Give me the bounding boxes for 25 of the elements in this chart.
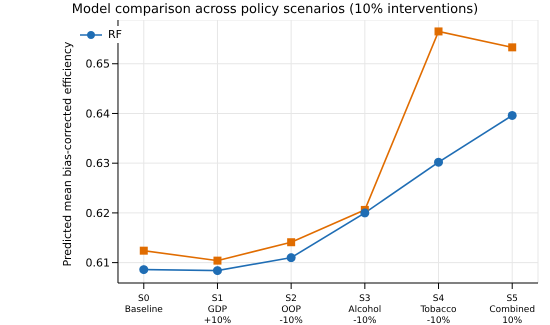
- point: [213, 256, 222, 265]
- point: [508, 43, 516, 52]
- y-tick-label: 0.62: [85, 206, 110, 220]
- x-tick-label: S1 GDP +10%: [204, 294, 232, 325]
- x-tick-label: S4 Tobacco -10%: [419, 294, 458, 325]
- point: [508, 110, 517, 120]
- y-tick-label: 0.63: [85, 157, 110, 170]
- x-tick-label: S2 OOP -10%: [280, 294, 304, 325]
- point: [212, 266, 222, 276]
- legend-label: RF: [108, 28, 122, 41]
- point: [360, 208, 370, 218]
- x-tick-label: S0 Baseline: [124, 294, 164, 315]
- y-axis-title: Predicted mean bias-corrected efficiency: [60, 41, 74, 266]
- x-tick-label: S5 Combined 10%: [489, 294, 536, 325]
- point: [286, 253, 296, 262]
- point: [139, 265, 148, 274]
- point: [434, 158, 444, 167]
- point: [434, 27, 443, 36]
- y-tick-label: 0.64: [85, 107, 110, 120]
- x-tick-label: S3 Alcohol -10%: [348, 294, 382, 325]
- y-tick-label: 0.65: [85, 58, 110, 71]
- point: [140, 246, 148, 255]
- point: [287, 238, 296, 246]
- chart-title: Model comparison across policy scenarios (10% interventions): [70, 2, 480, 19]
- y-tick-label: 0.61: [85, 256, 110, 270]
